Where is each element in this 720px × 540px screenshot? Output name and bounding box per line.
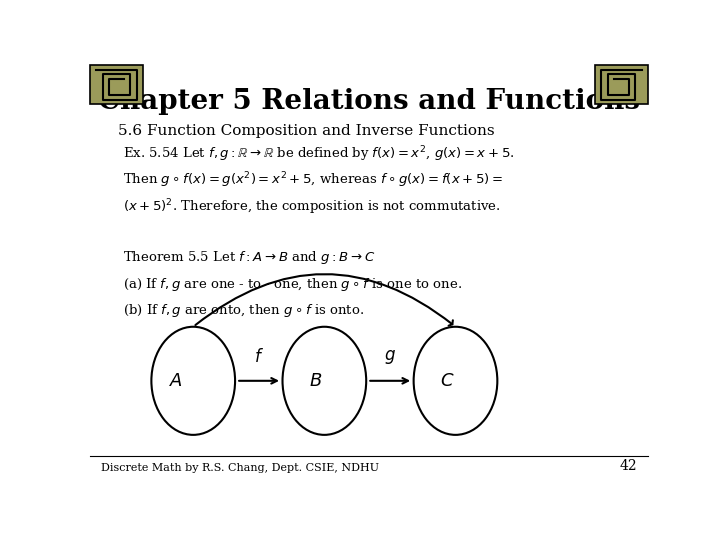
- Ellipse shape: [282, 327, 366, 435]
- Text: $C$: $C$: [440, 372, 454, 390]
- Text: $A$: $A$: [169, 372, 184, 390]
- Text: Ex. 5.54 Let $f, g:\mathbb{R} \rightarrow \mathbb{R}$ be defined by $f(x)=x^2$, : Ex. 5.54 Let $f, g:\mathbb{R} \rightarro…: [124, 145, 515, 164]
- Text: 42: 42: [619, 459, 637, 473]
- Text: $f$: $f$: [253, 348, 264, 366]
- Text: $B$: $B$: [310, 372, 323, 390]
- Bar: [90, 65, 143, 104]
- Ellipse shape: [413, 327, 498, 435]
- Bar: [595, 65, 648, 104]
- Text: $(x+5)^2$. Therefore, the composition is not commutative.: $(x+5)^2$. Therefore, the composition is…: [124, 197, 501, 217]
- Text: Then $g \circ f(x) = g(x^2) = x^2+5$, whereas $f \circ g(x) = f(x+5) =$: Then $g \circ f(x) = g(x^2) = x^2+5$, wh…: [124, 171, 503, 191]
- Text: $g$: $g$: [384, 348, 395, 366]
- Ellipse shape: [151, 327, 235, 435]
- Text: Discrete Math by R.S. Chang, Dept. CSIE, NDHU: Discrete Math by R.S. Chang, Dept. CSIE,…: [101, 463, 379, 473]
- Text: 5.6 Function Composition and Inverse Functions: 5.6 Function Composition and Inverse Fun…: [118, 124, 495, 138]
- Text: Chapter 5 Relations and Functions: Chapter 5 Relations and Functions: [98, 87, 640, 114]
- Text: (b) If $f, g$ are onto, then $g \circ f$ is onto.: (b) If $f, g$ are onto, then $g \circ f$…: [124, 302, 365, 319]
- Text: Theorem 5.5 Let $f: A \rightarrow B$ and $g: B \rightarrow C$: Theorem 5.5 Let $f: A \rightarrow B$ and…: [124, 249, 376, 266]
- Text: (a) If $f, g$ are one - to - one, then $g \circ f$ is one to one.: (a) If $f, g$ are one - to - one, then $…: [124, 275, 463, 293]
